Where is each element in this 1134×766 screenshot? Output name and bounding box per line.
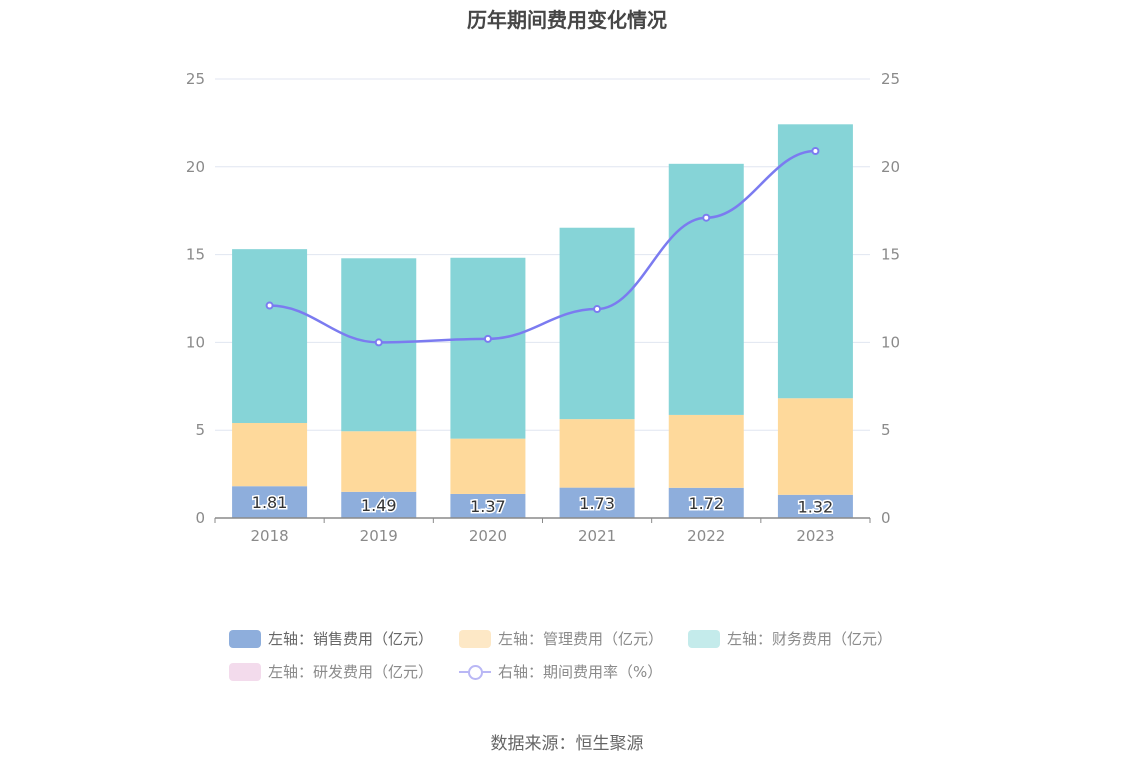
expense-rate-point bbox=[811, 146, 820, 155]
x-tick-label: 2021 bbox=[578, 527, 616, 545]
bar-segment bbox=[777, 398, 853, 495]
y-right-tick-label: 5 bbox=[881, 421, 891, 439]
legend-label-expense-rate: 右轴：期间费用率（%） bbox=[498, 663, 663, 681]
bar-segment bbox=[341, 431, 417, 492]
y-right-tick-label: 10 bbox=[881, 333, 900, 351]
legend-label-sales: 左轴：销售费用（亿元） bbox=[268, 630, 434, 648]
y-left-tick-label: 10 bbox=[186, 333, 205, 351]
bar-segment bbox=[559, 487, 635, 518]
chart-plot: 0 5 10 15 20 25 0 5 10 15 20 25 2018 1.81 2019 1.49 2020… bbox=[186, 70, 900, 545]
x-tick-label: 2023 bbox=[796, 527, 834, 545]
data-label: 1.49 bbox=[361, 496, 397, 515]
data-source: 数据来源：恒生聚源 bbox=[490, 734, 644, 754]
legend-item-expense-rate[interactable]: 右轴：期间费用率（%） bbox=[459, 661, 662, 682]
legend-item-sales[interactable]: 左轴：销售费用（亿元） bbox=[229, 628, 433, 649]
legend-item-admin[interactable]: 左轴：管理费用（亿元） bbox=[459, 628, 663, 649]
x-tick-label: 2018 bbox=[250, 527, 288, 545]
data-label: 1.32 bbox=[798, 497, 834, 516]
y-left-tick-label: 20 bbox=[186, 158, 205, 176]
chart-title: 历年期间费用变化情况 bbox=[467, 8, 667, 32]
data-label: 1.72 bbox=[688, 494, 724, 513]
legend-item-rd[interactable]: 左轴：研发费用（亿元） bbox=[229, 661, 433, 682]
expense-rate-point bbox=[702, 213, 711, 222]
y-right-tick-label: 15 bbox=[881, 246, 900, 264]
bar-segment bbox=[668, 414, 744, 488]
bar-segment bbox=[559, 227, 635, 420]
y-left-tick-label: 15 bbox=[186, 246, 205, 264]
legend-label-rd: 左轴：研发费用（亿元） bbox=[268, 663, 434, 681]
data-label: 1.73 bbox=[579, 494, 615, 513]
bar-segment bbox=[232, 249, 308, 424]
bar-segment bbox=[777, 124, 853, 399]
bar-segment bbox=[450, 438, 526, 494]
legend-label-admin: 左轴：管理费用（亿元） bbox=[498, 630, 664, 648]
expense-rate-point bbox=[593, 305, 602, 314]
bar-segment bbox=[559, 419, 635, 488]
bar-segment bbox=[450, 257, 526, 439]
x-tick-label: 2019 bbox=[360, 527, 398, 545]
y-right-tick-label: 20 bbox=[881, 158, 900, 176]
expense-rate-point bbox=[483, 334, 492, 343]
legend-swatch-admin bbox=[459, 629, 491, 648]
y-left-tick-label: 5 bbox=[195, 421, 205, 439]
bar-segment bbox=[232, 486, 308, 518]
bar-segment bbox=[341, 491, 417, 518]
legend-swatch-finance bbox=[688, 629, 720, 648]
y-left-tick-label: 0 bbox=[195, 509, 205, 527]
y-right-tick-label: 0 bbox=[881, 509, 891, 527]
x-tick-label: 2022 bbox=[687, 527, 725, 545]
bar-segment bbox=[450, 493, 526, 518]
x-tick-label: 2020 bbox=[469, 527, 507, 545]
bar-segment bbox=[668, 487, 744, 518]
bar-segment bbox=[777, 494, 853, 518]
legend-label-finance: 左轴：财务费用（亿元） bbox=[727, 630, 893, 648]
y-right-tick-label: 25 bbox=[881, 70, 900, 88]
expense-rate-line bbox=[269, 149, 816, 344]
bar-segment bbox=[668, 163, 744, 415]
legend-swatch-sales bbox=[229, 629, 261, 648]
data-label: 1.81 bbox=[252, 493, 288, 512]
legend-item-finance[interactable]: 左轴：财务费用（亿元） bbox=[688, 628, 892, 649]
data-label: 1.37 bbox=[470, 497, 506, 516]
expense-rate-point bbox=[374, 338, 383, 347]
expense-rate-point bbox=[265, 301, 274, 310]
legend-swatch-rd bbox=[229, 662, 261, 681]
legend-swatch-expense-rate bbox=[459, 663, 491, 681]
y-left-tick-label: 25 bbox=[186, 70, 205, 88]
bar-segment bbox=[232, 423, 308, 487]
